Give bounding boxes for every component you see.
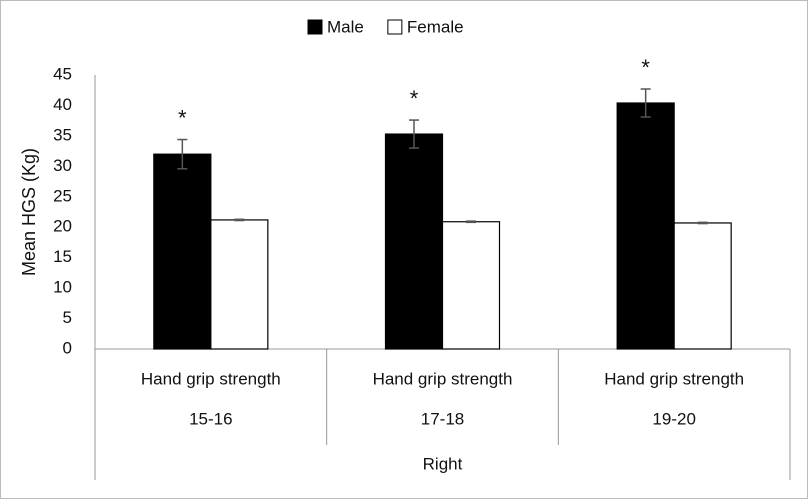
y-tick-label: 10 (53, 278, 72, 297)
category-title: Hand grip strength (141, 369, 281, 388)
significance-marker: * (410, 86, 419, 111)
category-title: Hand grip strength (373, 369, 513, 388)
y-axis-label: Mean HGS (Kg) (19, 148, 39, 276)
bar (673, 222, 732, 350)
y-tick-label: 30 (53, 156, 72, 175)
significance-marker: * (178, 105, 187, 130)
y-tick-label: 0 (63, 338, 72, 357)
legend-swatch (387, 19, 403, 35)
bar (441, 221, 501, 350)
legend-swatch (307, 19, 323, 35)
y-tick-label: 45 (53, 64, 72, 83)
legend-label: Male (327, 17, 364, 36)
bar (616, 102, 675, 350)
y-tick-label: 15 (53, 247, 72, 266)
bar (153, 153, 212, 350)
y-tick-label: 20 (53, 217, 72, 236)
group-label: Right (423, 454, 463, 473)
legend-label: Female (407, 17, 464, 36)
bar (384, 133, 444, 350)
y-tick-label: 35 (53, 125, 72, 144)
y-tick-label: 5 (63, 308, 72, 327)
category-title: Hand grip strength (604, 369, 744, 388)
y-tick-label: 25 (53, 186, 72, 205)
y-tick-label: 40 (53, 95, 72, 114)
x-tick-label: 17-18 (421, 409, 464, 428)
x-tick-label: 15-16 (189, 409, 232, 428)
significance-marker: * (641, 55, 650, 80)
x-tick-label: 19-20 (652, 409, 695, 428)
bar (210, 219, 269, 350)
